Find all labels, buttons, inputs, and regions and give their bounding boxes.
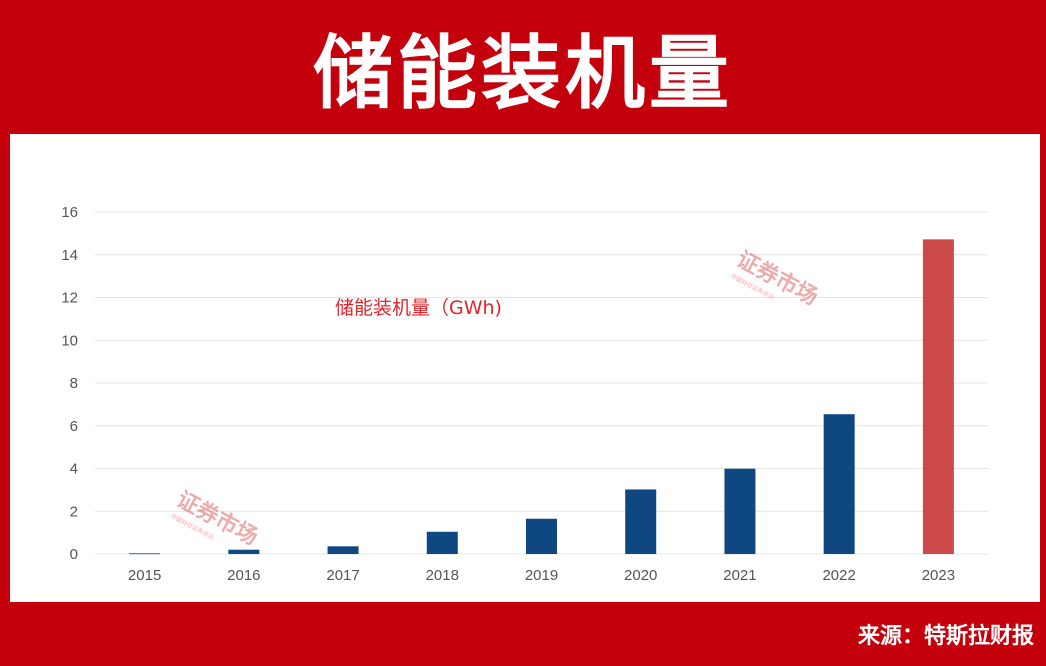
watermark-bottom: 证券市场 中国财经证券资讯 [169, 486, 262, 550]
source-note: 来源：特斯拉财报 [857, 624, 1034, 649]
bar-2023 [922, 239, 954, 555]
chart-panel: 0 2 4 6 8 10 12 14 16 2015 2016 2017 2018 2019 2020 20… [10, 134, 1040, 602]
y-axis-ticks: 0 2 4 6 8 10 12 14 16 [61, 204, 78, 563]
bar-2020 [625, 489, 657, 554]
bar-2016 [228, 549, 260, 554]
x-tick-label: 2020 [624, 567, 657, 584]
bar-2021 [724, 468, 756, 554]
bar-2019 [526, 518, 557, 554]
y-tick-label: 16 [61, 204, 78, 221]
x-tick-label: 2017 [326, 567, 359, 584]
x-tick-label: 2023 [922, 567, 955, 584]
page-title: 储能装机量 [313, 27, 733, 120]
bar-2015 [129, 553, 161, 555]
y-tick-label: 2 [70, 503, 78, 520]
watermark-text: 证券市场 [172, 486, 262, 550]
x-tick-label: 2022 [822, 567, 855, 584]
y-tick-label: 6 [70, 418, 78, 435]
y-tick-label: 10 [61, 332, 78, 349]
x-tick-label: 2019 [525, 567, 558, 584]
y-tick-label: 14 [61, 247, 78, 264]
x-tick-label: 2018 [426, 567, 459, 584]
chart-title: 储能装机量（GWh) [335, 297, 502, 319]
x-axis-ticks: 2015 2016 2017 2018 2019 2020 2021 2022 2023 [128, 567, 955, 584]
bar-2017 [327, 546, 359, 554]
x-tick-label: 2015 [128, 567, 161, 584]
bar-2022 [823, 414, 855, 554]
x-tick-label: 2021 [723, 567, 756, 584]
y-tick-label: 4 [70, 461, 78, 478]
watermark-top: 证券市场 中国财经证券资讯 [729, 246, 822, 310]
y-tick-label: 8 [70, 375, 78, 392]
x-tick-label: 2016 [227, 567, 260, 584]
bar-2018 [426, 531, 458, 554]
watermark-text: 证券市场 [732, 246, 822, 310]
y-tick-label: 0 [70, 546, 78, 563]
grid-lines [95, 211, 988, 555]
bars [129, 239, 954, 555]
y-tick-label: 12 [61, 290, 78, 307]
